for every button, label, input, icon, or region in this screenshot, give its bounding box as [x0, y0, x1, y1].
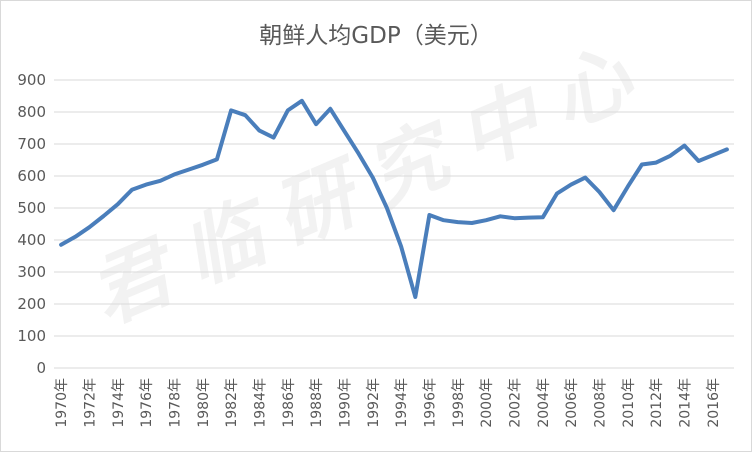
x-tick-label: 1996年	[422, 378, 438, 428]
y-tick-label: 0	[36, 359, 46, 377]
x-tick-label: 2010年	[621, 378, 637, 428]
y-tick-label: 900	[17, 71, 46, 89]
x-tick-label: 1990年	[337, 378, 353, 428]
x-tick-label: 1986年	[281, 378, 297, 428]
x-tick-label: 1972年	[82, 378, 98, 428]
x-tick-label: 1988年	[309, 378, 325, 428]
x-tick-label: 1992年	[366, 378, 382, 428]
x-tick-label: 1980年	[196, 378, 212, 428]
y-tick-label: 700	[17, 135, 46, 153]
x-tick-label: 1998年	[451, 378, 467, 428]
series-layer	[59, 98, 729, 299]
x-tick-label: 1974年	[111, 378, 127, 428]
y-tick-label: 100	[17, 327, 46, 345]
y-tick-label: 800	[17, 103, 46, 121]
y-tick-label: 600	[17, 167, 46, 185]
x-tick-label: 2012年	[649, 378, 665, 428]
x-tick-label: 2000年	[479, 378, 495, 428]
x-tick-label: 1970年	[54, 378, 70, 428]
chart-title: 朝鲜人均GDP（美元）	[259, 23, 493, 49]
y-tick-label: 400	[17, 231, 46, 249]
x-axis-tick-labels: 1970年 1972年 1974年 1976年 1978年 1980年 1982年 1984年…	[54, 378, 722, 428]
x-tick-label: 2014年	[677, 378, 693, 428]
x-tick-label: 1982年	[224, 378, 240, 428]
x-tick-label: 1978年	[167, 378, 183, 428]
series-line-0	[59, 98, 729, 299]
x-tick-label: 2002年	[507, 378, 523, 428]
x-tick-label: 1984年	[252, 378, 268, 428]
y-tick-label: 200	[17, 295, 46, 313]
y-tick-label: 300	[17, 263, 46, 281]
x-tick-label: 2006年	[564, 378, 580, 428]
y-axis-tick-labels: 0 100 200 300 400 500 600 700 800 900	[17, 71, 46, 377]
x-tick-label: 2004年	[536, 378, 552, 428]
x-tick-label: 1994年	[394, 378, 410, 428]
y-tick-label: 500	[17, 199, 46, 217]
x-tick-label: 1976年	[139, 378, 155, 428]
x-tick-label: 2008年	[592, 378, 608, 428]
x-tick-label: 2016年	[706, 378, 722, 428]
